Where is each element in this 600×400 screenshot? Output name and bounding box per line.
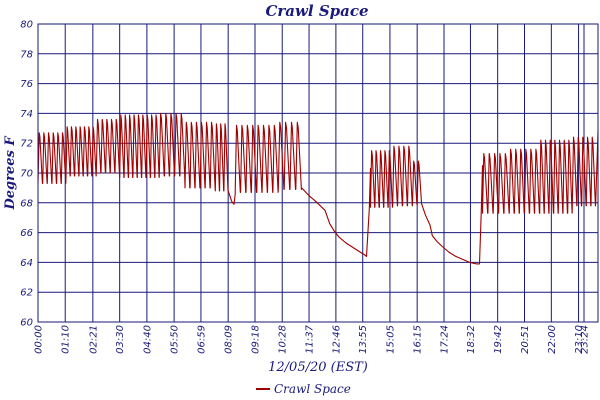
series-layer [37, 112, 599, 265]
x-tick-label: 08:09 [224, 325, 235, 354]
x-tick-label: 20:51 [520, 325, 531, 354]
y-tick-label: 72 [20, 139, 33, 150]
y-axis-label: Degrees F [3, 136, 18, 211]
x-tick-label: 01:10 [61, 325, 72, 354]
y-tick-label: 74 [20, 109, 33, 120]
x-tick-label: 16:15 [413, 325, 424, 354]
y-tick-label: 62 [20, 288, 33, 299]
y-tick-label: 80 [20, 20, 33, 31]
x-tick-label: 18:32 [466, 325, 477, 354]
x-tick-label: 23:24 [580, 325, 591, 354]
x-tick-label: 00:00 [34, 325, 45, 354]
x-tick-label: 06:59 [196, 325, 207, 354]
series-line-crawl-space [37, 112, 599, 265]
y-tick-label: 76 [20, 79, 33, 90]
chart-title: Crawl Space [265, 2, 368, 20]
x-tick-label: 02:21 [88, 325, 99, 354]
plot-frame [37, 23, 599, 323]
x-tick-label: 03:30 [115, 325, 126, 354]
y-tick-label: 64 [20, 258, 33, 269]
x-tick-label: 12:46 [331, 325, 342, 354]
x-tick-label: 15:05 [385, 325, 396, 354]
x-tick-label: 23:10 [574, 325, 585, 354]
x-tick-label: 04:40 [142, 325, 153, 354]
x-tick-label: 11:37 [305, 324, 316, 353]
x-tick-label: 09:18 [251, 325, 262, 354]
legend-label: Crawl Space [274, 382, 351, 396]
y-tick-label: 70 [20, 169, 33, 180]
x-tick-label: 13:55 [358, 325, 369, 354]
x-axis-label: 12/05/20 (EST) [268, 360, 368, 375]
y-tick-label: 60 [20, 318, 33, 329]
y-tick-label: 78 [20, 49, 33, 60]
x-tick-label: 19:42 [493, 325, 504, 354]
x-tick-label: 17:24 [440, 325, 451, 354]
x-tick-label: 05:50 [170, 325, 181, 354]
x-tick-label: 22:00 [547, 325, 558, 354]
x-tick-label: 10:28 [278, 325, 289, 354]
grid [37, 23, 598, 323]
x-tick-labels: 00:00 01:10 02:21 03:30 04:40 05:50 06:59 08:09… [34, 324, 591, 353]
y-tick-labels: 60 62 64 66 68 70 72 74 76 78 80 [20, 20, 33, 329]
y-tick-label: 66 [20, 228, 33, 239]
y-tick-label: 68 [20, 198, 33, 209]
legend: Crawl Space [256, 382, 351, 396]
